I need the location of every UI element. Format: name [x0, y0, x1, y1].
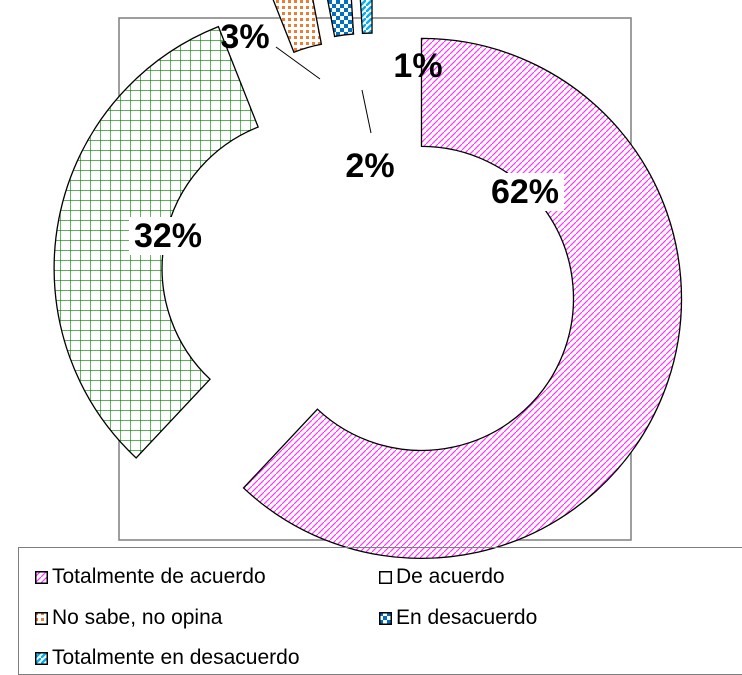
data-label-totalmente-en-desacuerdo: 1% [393, 47, 442, 85]
legend-swatch [35, 651, 48, 665]
legend-label: Totalmente en desacuerdo [52, 646, 300, 669]
slice-totalmente-de-acuerdo [242, 37, 683, 560]
legend-item-no-sabe-no-opina: No sabe, no opina [35, 606, 222, 630]
legend-label: De acuerdo [396, 565, 505, 588]
leader-line-en-desacuerdo [361, 89, 372, 134]
leader-line-no-sabe-no-opina [275, 46, 321, 80]
data-label-background [486, 173, 564, 211]
legend-swatch [35, 570, 48, 584]
legend-item-totalmente-de-acuerdo: Totalmente de acuerdo [35, 565, 266, 589]
slice-totalmente-en-desacuerdo [359, 0, 373, 35]
legend-swatch [35, 611, 48, 625]
data-label-totalmente-de-acuerdo: 62% [491, 173, 559, 211]
legend-label: Totalmente de acuerdo [52, 565, 266, 588]
data-label-background [129, 217, 207, 255]
legend-swatch [379, 570, 392, 584]
slice-no-sabe-no-opina [272, 0, 323, 54]
data-label-de-acuerdo: 32% [134, 217, 202, 255]
legend-item-totalmente-en-desacuerdo: Totalmente en desacuerdo [35, 646, 300, 670]
legend-item-de-acuerdo: De acuerdo [379, 565, 505, 589]
legend-label: En desacuerdo [396, 606, 538, 629]
chart-legend: Totalmente de acuerdo De acuerdo [18, 547, 742, 675]
data-label-en-desacuerdo: 2% [345, 147, 394, 185]
legend-swatch [379, 611, 392, 625]
legend-item-en-desacuerdo: En desacuerdo [379, 606, 537, 630]
legend-label: No sabe, no opina [52, 606, 223, 629]
data-label-no-sabe-no-opina: 3% [220, 18, 269, 56]
slice-en-desacuerdo [326, 0, 355, 38]
